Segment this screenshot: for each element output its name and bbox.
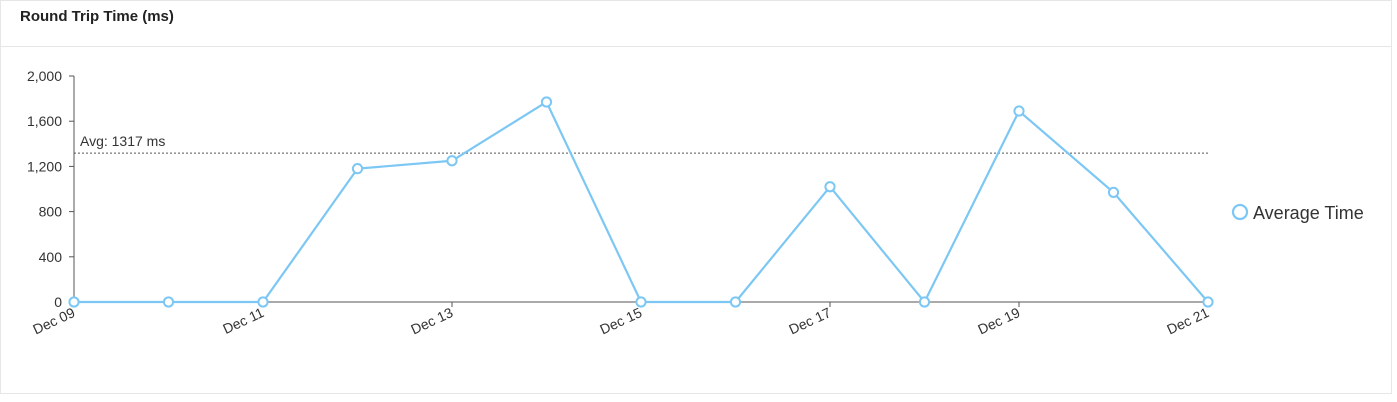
- data-point[interactable]: [68, 296, 80, 308]
- average-line-group: Avg: 1317 ms: [74, 133, 1208, 154]
- data-point[interactable]: [918, 296, 931, 308]
- legend[interactable]: Average Time: [1231, 203, 1364, 223]
- data-point[interactable]: [162, 296, 175, 308]
- x-tick-label: Dec 21: [1164, 304, 1211, 337]
- y-tick-label: 2,000: [27, 68, 62, 84]
- data-point[interactable]: [1202, 296, 1214, 308]
- legend-label-average-time: Average Time: [1253, 203, 1364, 223]
- chart-panel: Round Trip Time (ms): [0, 0, 1392, 394]
- average-label: Avg: 1317 ms: [80, 133, 165, 149]
- x-tick-label: Dec 19: [975, 304, 1022, 337]
- panel-header: Round Trip Time (ms): [1, 1, 1391, 47]
- legend-marker-average-time: [1231, 203, 1249, 221]
- y-axis: 0 400 800 1,200 1,600 2,000: [27, 68, 75, 310]
- data-point[interactable]: [635, 296, 647, 308]
- series-line-average-time: [74, 100, 1209, 305]
- y-tick-label: 800: [39, 204, 63, 220]
- x-tick-label: Dec 13: [408, 304, 455, 337]
- y-tick-label: 400: [39, 249, 63, 265]
- x-tick-label: Dec 17: [786, 304, 833, 337]
- data-point[interactable]: [824, 181, 836, 193]
- panel-title: Round Trip Time (ms): [20, 8, 174, 25]
- data-point[interactable]: [257, 296, 269, 308]
- data-point[interactable]: [1107, 186, 1120, 198]
- series-average-time: [68, 96, 1214, 308]
- y-tick-label: 1,200: [27, 158, 62, 174]
- data-point[interactable]: [1013, 105, 1025, 117]
- x-tick-label: Dec 15: [597, 304, 644, 337]
- y-tick-label: 1,600: [27, 113, 62, 129]
- x-tick-label: Dec 11: [220, 304, 266, 337]
- x-axis: Dec 09 Dec 11 Dec 13 Dec 15 Dec 17 Dec 19 Dec …: [30, 301, 1211, 337]
- data-point[interactable]: [446, 155, 458, 167]
- y-tick-label: 0: [54, 294, 62, 310]
- data-point[interactable]: [540, 96, 553, 108]
- data-point[interactable]: [729, 296, 742, 308]
- data-point[interactable]: [351, 163, 364, 175]
